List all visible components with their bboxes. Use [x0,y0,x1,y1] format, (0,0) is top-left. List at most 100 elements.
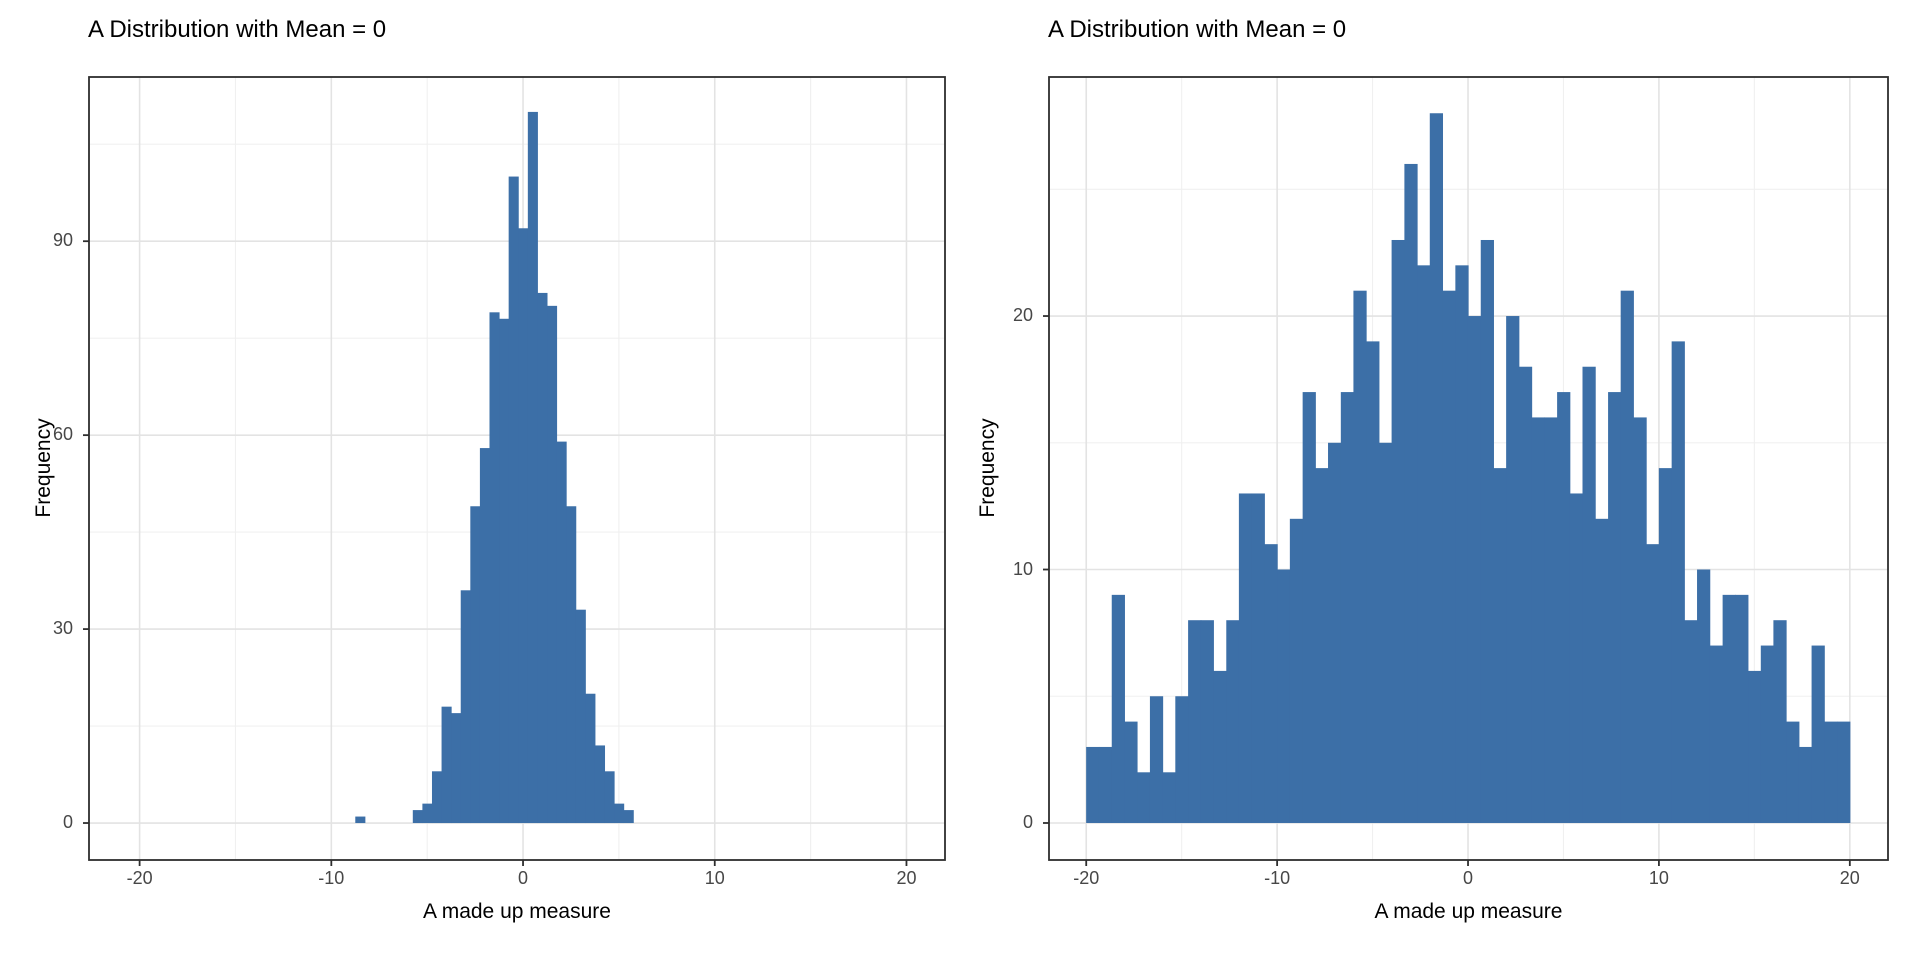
y-tick-label: 20 [1012,305,1033,326]
histogram-bar [1226,620,1240,823]
histogram-bars [355,111,634,824]
x-tick-label: 20 [1839,868,1860,888]
y-tick-label: 10 [1012,558,1033,579]
histogram-bar [489,312,500,824]
plot-panel [83,76,946,866]
panel-border [88,76,946,861]
histogram-chart-right: A Distribution with Mean = 0 A made up m… [960,0,1920,960]
histogram-bar [1684,620,1698,823]
chart-title: A Distribution with Mean = 0 [88,16,387,43]
histogram-bar [1340,392,1355,823]
histogram-bar [1391,239,1405,823]
histogram-bar [1760,645,1775,823]
histogram-bar [1544,417,1558,823]
histogram-bar [547,305,558,824]
histogram-bar [1620,290,1634,823]
histogram-bar [1098,746,1113,823]
histogram-bar [1811,645,1825,823]
chart-title: A Distribution with Mean = 0 [1048,16,1347,43]
histogram-bar [431,771,443,824]
histogram-bar [1798,746,1813,823]
histogram-bar [575,609,586,824]
x-tick-label: 10 [1648,868,1669,888]
x-tick-label: -20 [1073,868,1100,888]
histogram-bar [566,506,577,824]
histogram-bar [1238,493,1253,823]
x-tick-label: -20 [126,868,153,888]
histogram-bar [1786,721,1800,823]
histogram-bar [441,706,452,824]
x-tick-label: -10 [318,868,345,888]
histogram-bar [1646,544,1660,823]
histogram-bar [412,810,423,824]
histogram-bar [614,803,625,824]
y-tick-label: 90 [52,230,73,251]
y-axis-title: Frequency [32,417,55,518]
histogram-bar [1455,265,1469,823]
histogram-bar [1595,518,1609,823]
x-tick-label: 10 [704,868,725,888]
histogram-bar [1251,493,1265,823]
histogram-bar [479,448,490,824]
x-tick-label: 0 [1463,868,1474,888]
x-axis-title: A made up measure [1374,900,1563,923]
histogram-chart-left: A Distribution with Mean = 0 A made up m… [32,16,946,923]
histogram-bar [594,745,606,824]
histogram-bar [1557,392,1571,823]
histogram-bar [1289,518,1304,823]
histogram-bar [527,111,538,824]
histogram-bar [422,803,433,824]
histogram-bar [1531,417,1545,823]
histogram-bar [1824,721,1838,823]
histogram-bar [1837,721,1851,823]
histogram-bar [623,810,634,824]
histogram-bar [1429,113,1444,823]
histogram-bar [1633,417,1647,823]
y-tick-label: 0 [1022,811,1033,832]
histogram-bar [1162,772,1176,823]
y-tick-label: 0 [62,812,73,833]
x-axis-title: A made up measure [423,900,611,923]
histogram-bar [1773,620,1787,823]
histogram-bar [1748,670,1762,823]
histogram-bar [1149,696,1164,823]
histogram-bar [1506,316,1520,823]
histogram-bar [470,506,481,824]
histogram-bar [1493,468,1507,823]
histogram-bar [1366,341,1380,823]
histogram-bar [1697,569,1711,823]
y-tick-label: 30 [52,618,73,639]
histogram-bar [1379,442,1393,823]
histogram-bar [1124,721,1138,823]
histogram-bar [1315,468,1329,823]
x-tick-label: 0 [518,868,529,888]
histogram-bar [1569,493,1584,823]
histogram-bar [1442,290,1456,823]
histogram-bar [1582,366,1596,823]
histogram-bar [1467,316,1482,823]
histogram-bar [604,771,615,824]
histogram-bar [1213,670,1227,823]
histogram-bar [585,693,596,824]
histogram-bar [1608,392,1622,823]
histogram-bars [1086,113,1851,823]
histogram-bar [508,176,519,824]
histogram-bar [1175,696,1189,823]
histogram-bar [1709,645,1724,823]
y-tick-label: 60 [52,424,73,445]
plot-panel [1043,76,1889,866]
histogram-bar [1417,265,1431,823]
x-tick-label: -10 [1264,868,1291,888]
histogram-bar [1302,392,1316,823]
histogram-bar [518,228,529,824]
histogram-bar [499,318,510,824]
histogram-bar [1518,366,1533,823]
histogram-bar [556,441,567,824]
histogram-bar [1722,594,1736,823]
histogram-bar [451,713,462,824]
histogram-bar [460,590,471,824]
histogram-bar [1111,594,1125,823]
histogram-bar [1200,620,1214,823]
histogram-bar [1671,341,1685,823]
